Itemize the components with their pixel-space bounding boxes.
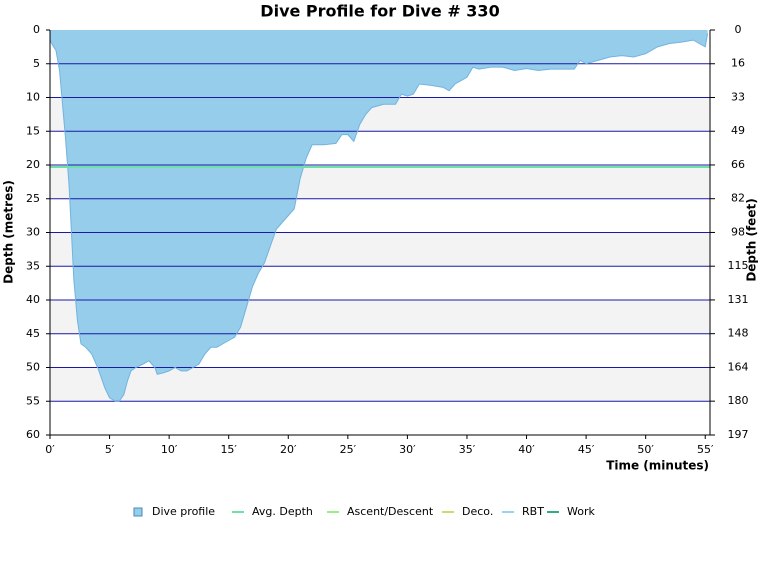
y2-tick-label: 33 [731,90,745,103]
y2-tick-label: 197 [728,428,749,441]
y2-tick-label: 115 [728,259,749,272]
y-tick-label: 55 [26,394,40,407]
y-axis-label: Depth (metres) [2,180,16,284]
x-tick-label: 10′ [161,443,178,456]
x-tick-label: 5′ [105,443,115,456]
y-tick-label: 60 [26,428,40,441]
y-tick-label: 35 [26,259,40,272]
legend-label: Deco. [462,505,493,518]
y2-axis-label: Depth (feet) [745,198,759,281]
y2-tick-label: 148 [728,327,749,340]
chart-title: Dive Profile for Dive # 330 [260,2,499,21]
y2-tick-label: 131 [728,293,749,306]
x-tick-label: 50′ [637,443,654,456]
y-tick-label: 15 [26,124,40,137]
x-tick-label: 30′ [399,443,416,456]
x-tick-label: 20′ [280,443,297,456]
y2-tick-label: 82 [731,192,745,205]
legend-label: Ascent/Descent [347,505,434,518]
y2-tick-label: 16 [731,57,745,70]
y-tick-label: 10 [26,91,40,104]
legend-label: Dive profile [152,505,215,518]
y-tick-label: 50 [26,361,40,374]
band [50,367,710,402]
x-tick-label: 0′ [45,443,55,456]
area-fill [50,30,708,402]
x-tick-label: 45′ [578,443,595,456]
y2-tick-label: 98 [731,225,745,238]
legend-label: Work [567,505,595,518]
x-tick-label: 15′ [220,443,237,456]
y2-tick-label: 0 [735,23,742,36]
y-tick-label: 0 [33,23,40,36]
x-tick-label: 55′ [697,443,714,456]
legend-label: Avg. Depth [252,505,313,518]
y2-tick-label: 66 [731,158,745,171]
legend-swatch [133,507,143,517]
y-tick-label: 25 [26,192,40,205]
y-tick-label: 45 [26,327,40,340]
legend-label: RBT [522,505,544,518]
y-tick-label: 20 [26,158,40,171]
y2-tick-label: 49 [731,124,745,137]
x-tick-label: 25′ [340,443,357,456]
dive-profile-line [49,33,709,402]
y-tick-label: 5 [33,57,40,70]
y2-tick-label: 164 [728,360,749,373]
x-axis-label: Time (minutes) [606,459,709,473]
y-tick-label: 30 [26,226,40,239]
x-tick-label: 35′ [459,443,476,456]
x-tick-label: 40′ [518,443,535,456]
y-tick-label: 40 [26,293,40,306]
y2-tick-label: 180 [728,394,749,407]
